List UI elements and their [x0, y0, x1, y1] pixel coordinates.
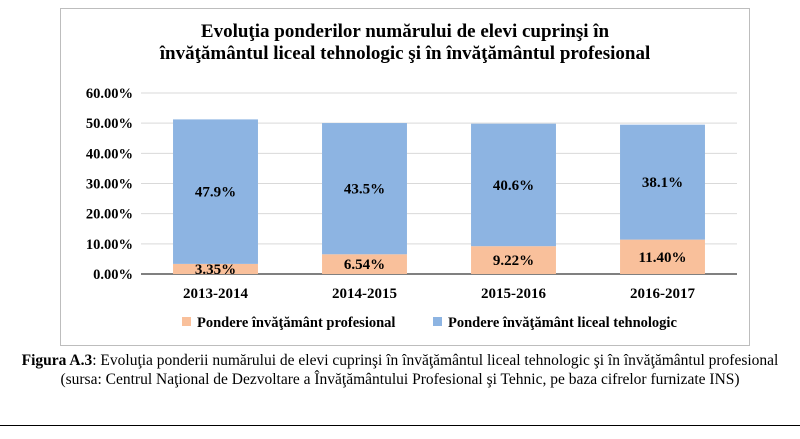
chart-frame: Evoluţia ponderilor numărului de elevi c…	[60, 8, 750, 346]
legend-label: Pondere învăţământ profesional	[197, 315, 395, 331]
data-label: 38.1%	[642, 175, 683, 191]
data-label: 47.9%	[195, 185, 236, 201]
y-tick-label: 20.00%	[86, 207, 133, 223]
y-tick-label: 50.00%	[86, 116, 133, 132]
data-label: 40.6%	[493, 178, 534, 194]
stacked-bar-chart: 0.00% 10.00% 20.00% 30.00% 40.00% 50.00% 60.00…	[86, 86, 737, 331]
y-tick-label: 10.00%	[86, 237, 133, 253]
chart-title: Evoluţia ponderilor numărului de elevi c…	[61, 21, 749, 65]
data-label: 6.54%	[344, 257, 385, 273]
figure-caption: Figura A.3: Evoluţia ponderii numărului …	[0, 351, 800, 389]
data-label: 3.35%	[195, 262, 236, 278]
data-label: 43.5%	[344, 182, 385, 198]
bottom-rule	[0, 425, 800, 426]
y-tick-label: 40.00%	[86, 146, 133, 162]
bar-segment-liceal-tehnologic	[471, 123, 556, 247]
legend-swatch	[433, 317, 442, 326]
bar-segment-profesional	[471, 246, 556, 274]
x-tick-label: 2013-2014	[183, 286, 248, 302]
y-tick-label: 60.00%	[86, 86, 133, 102]
chart-title-line-2: învăţământul liceal tehnologic şi în înv…	[159, 43, 651, 64]
bar-segment-liceal-tehnologic	[173, 119, 258, 264]
bar-segment-profesional	[322, 254, 407, 274]
figure-caption-text: : Evoluţia ponderii numărului de elevi c…	[60, 352, 779, 388]
y-tick-label: 30.00%	[86, 177, 133, 193]
data-label: 9.22%	[493, 253, 534, 269]
data-label: 11.40%	[639, 250, 687, 266]
legend-label: Pondere învăţământ liceal tehnologic	[448, 315, 677, 331]
bar-segment-profesional	[173, 263, 258, 274]
x-tick-label: 2016-2017	[630, 286, 695, 302]
x-tick-label: 2014-2015	[332, 286, 397, 302]
bar-segment-liceal-tehnologic	[620, 124, 705, 240]
x-tick-label: 2015-2016	[481, 286, 546, 302]
legend-swatch	[182, 317, 191, 326]
chart-title-line-1: Evoluţia ponderilor numărului de elevi c…	[200, 21, 610, 42]
bar-segment-liceal-tehnologic	[322, 123, 407, 255]
figure-label: Figura A.3	[21, 352, 93, 369]
y-tick-label: 0.00%	[93, 267, 133, 283]
bar-segment-profesional	[620, 239, 705, 274]
